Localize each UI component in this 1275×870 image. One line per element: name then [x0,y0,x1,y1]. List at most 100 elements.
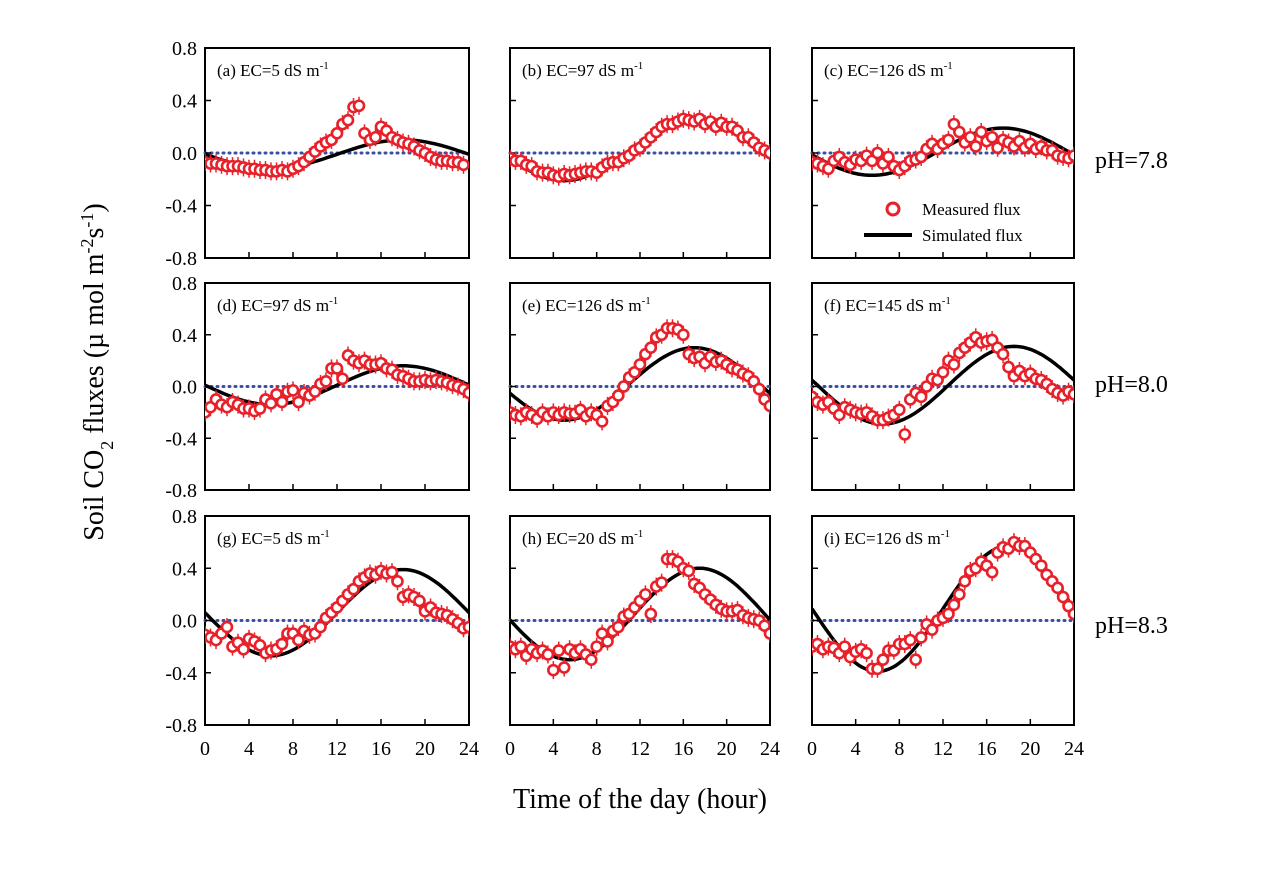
measured-point [292,395,305,409]
measured-point [330,362,344,375]
measured-point [763,627,770,640]
y-tick-label: -0.4 [165,428,197,450]
y-tick-label: -0.4 [165,663,197,685]
panel-label: (i) EC=126 dS m-1 [824,528,950,548]
x-tick-label: 20 [717,738,737,760]
y-axis-title-part-c: s [79,228,110,239]
measured-point [860,646,873,660]
panel-label-text: (e) EC=126 dS m [522,296,642,315]
x-tick-label: 4 [851,738,861,760]
y-axis-title-sup2: -1 [77,213,97,228]
plot-area [205,96,469,181]
row-label-1: pH=7.8 [1095,148,1168,174]
measured-point [413,594,426,608]
measured-point [612,389,625,402]
y-axis-title-part-d: ) [79,203,110,212]
measured-point [974,125,988,139]
panel-label: (h) EC=20 dS m-1 [522,528,643,548]
measured-point [547,663,560,677]
measured-point [677,328,690,342]
measured-point [655,576,668,589]
measured-point [253,402,267,415]
measured-point [942,607,955,621]
y-tick-label: 0.4 [172,325,197,347]
measured-point [953,588,966,601]
y-axis-title-sub: 2 [97,441,117,450]
measured-point [909,653,923,666]
measured-point [237,642,250,656]
panel-a: -0.8 -0.4 0.0 0.4 0.8 (a) EC=5 dS m-1 [165,38,471,270]
panel-label-sup: -1 [642,295,651,307]
panel-label-sup: -1 [942,295,951,307]
measured-point [275,395,289,409]
x-tick-label: 16 [371,738,391,760]
y-tick-label: 0.4 [172,558,197,580]
measured-point [552,644,566,657]
y-tick-label: 0.0 [172,143,197,165]
y-axis-title-sup1: -2 [77,238,97,253]
measured-point [985,565,999,579]
measured-point [871,146,884,160]
x-tick-label: 8 [592,738,602,760]
y-tick-label: 0.8 [172,273,197,295]
legend-measured-marker [885,201,901,217]
y-tick-label: 0.8 [172,38,197,60]
measured-point [391,575,404,588]
x-tick-label: 0 [807,738,817,760]
measured-point [639,588,652,601]
x-tick-label: 20 [415,738,435,760]
measured-point [963,130,977,144]
measured-point [893,403,906,417]
measured-point [1067,607,1074,621]
measured-point [936,365,950,379]
panel-label: (d) EC=97 dS m-1 [217,295,338,315]
x-tick-label: 24 [459,738,479,760]
measured-point [838,640,852,653]
panel-label-text: (c) EC=126 dS m [824,61,944,80]
panel-label-text: (b) EC=97 dS m [522,61,634,80]
row-label-3: pH=8.3 [1095,613,1168,639]
measured-point [1051,581,1064,595]
measured-point [462,620,469,634]
measured-point [457,158,469,172]
x-tick-label: 16 [673,738,693,760]
legend-measured-label: Measured flux [922,200,1021,219]
measured-point [341,113,355,127]
plot-area [812,115,1074,180]
panel-f: (f) EC=145 dS m-1 [810,282,1076,491]
panel-label-sup: -1 [944,60,953,72]
x-tick-label: 8 [894,738,904,760]
x-tick-label: 4 [548,738,558,760]
legend: Measured flux Simulated flux [864,200,1023,245]
measured-point [612,620,625,634]
y-tick-label: -0.8 [165,248,197,270]
y-tick-label: -0.8 [165,480,197,502]
plot-area [812,328,1074,444]
measured-point [925,623,939,636]
measured-point [385,565,399,579]
plot-area [510,319,770,431]
measured-point [557,661,571,674]
panel-label-sup: -1 [634,528,643,540]
panel-label: (a) EC=5 dS m-1 [217,60,329,80]
measured-point [903,633,917,647]
measured-point [633,358,647,371]
measured-point [914,390,928,404]
measured-point [1034,559,1048,572]
measured-point [286,384,300,397]
measured-point [369,130,382,144]
measured-point [1067,387,1074,401]
measured-point [590,640,603,653]
panel-label-text: (f) EC=145 dS m [824,296,942,315]
panel-i: 0 4 8 12 16 20 24 (i) EC=126 dS m-1 [807,515,1084,760]
panel-label-sup: -1 [321,528,330,540]
row-label-2: pH=8.0 [1095,372,1168,398]
measured-point [314,620,327,634]
measured-point [220,620,234,634]
x-tick-label: 4 [244,738,254,760]
measured-point [882,150,895,164]
panel-g: -0.8 -0.4 0.0 0.4 0.8 0 4 8 12 16 20 24 (g) EC=5 dS … [165,506,479,760]
x-tick-label: 24 [1064,738,1084,760]
panel-c: (c) EC=126 dS m-1 [810,47,1076,259]
